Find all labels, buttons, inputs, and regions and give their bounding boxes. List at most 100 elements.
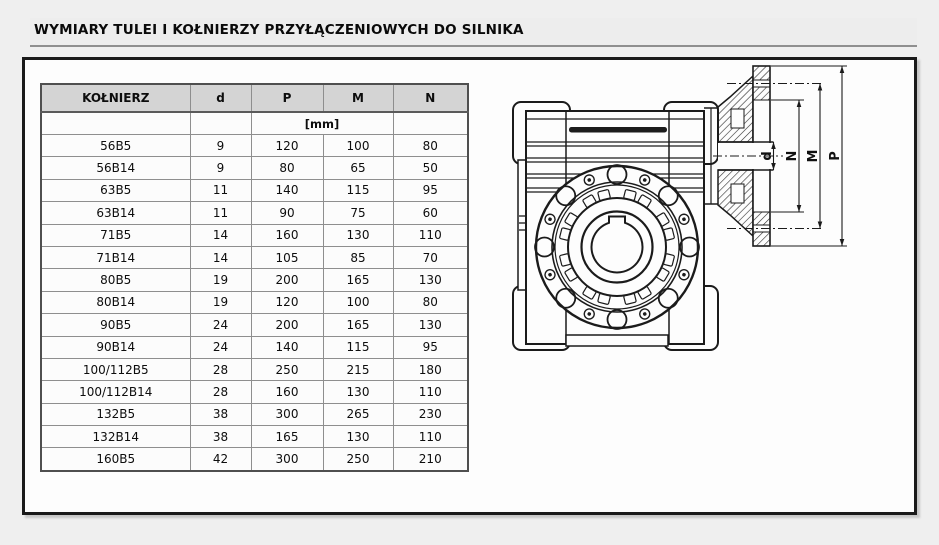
col-header-p: P: [250, 83, 324, 113]
dimension-value-cell: 100: [322, 290, 394, 315]
flange-name-cell: 100/112B5: [40, 357, 191, 382]
flange-name-cell: 56B14: [40, 156, 191, 180]
bottom-bar: [565, 334, 669, 347]
dimension-value-cell: 265: [322, 402, 394, 427]
centerlines: [713, 82, 824, 230]
dimension-value-cell: 50: [392, 156, 469, 180]
dimension-value-cell: 85: [322, 245, 394, 270]
flange-name-cell: 80B14: [40, 290, 191, 315]
flange-name-cell: 90B14: [40, 335, 191, 359]
dimension-value-cell: 130: [392, 313, 469, 337]
flange-name-cell: 80B5: [40, 268, 191, 292]
dimension-value-cell: 14: [189, 223, 252, 247]
table-row: 80B5 19 200 165 130: [40, 268, 469, 292]
web-cutouts: [558, 188, 676, 306]
dimension-value-cell: 140: [250, 178, 324, 203]
dimension-value-cell: 95: [392, 335, 469, 359]
flange-dimensions-table: KOŁNIERZ d P M N [mm] 56B5 9 120 100 80 56B14…: [40, 83, 469, 472]
dimension-value-cell: 250: [250, 357, 324, 382]
flange-name-cell: 132B5: [40, 402, 191, 427]
dimension-value-cell: 130: [392, 268, 469, 292]
dimension-value-cell: 60: [392, 201, 469, 225]
dimension-value-cell: 165: [322, 268, 394, 292]
dimension-value-cell: 160: [250, 223, 324, 247]
dimension-value-cell: 230: [392, 402, 469, 427]
dim-label-p: P: [828, 151, 843, 161]
flange-name-cell: 90B5: [40, 313, 191, 337]
dimension-value-cell: 14: [189, 245, 252, 270]
bolt-holes: [534, 164, 700, 330]
flange-name-cell: 71B5: [40, 223, 191, 247]
dimension-value-cell: 100: [322, 133, 394, 158]
dimension-value-cell: 210: [392, 447, 469, 472]
header-row: KOŁNIERZ d P M N: [40, 83, 469, 113]
table-row: 80B14 19 120 100 80: [40, 290, 469, 315]
table-header: KOŁNIERZ d P M N: [40, 83, 469, 113]
dimension-value-cell: 115: [322, 178, 394, 203]
dimension-value-cell: 80: [250, 156, 324, 180]
dimension-value-cell: 80: [392, 133, 469, 158]
flange-name-cell: 160B5: [40, 447, 191, 472]
dimension-value-cell: 28: [189, 380, 252, 404]
dimension-value-cell: 160: [250, 380, 324, 404]
dimension-value-cell: 130: [322, 425, 394, 449]
col-header-n: N: [392, 83, 469, 113]
keyed-bore: [590, 215, 644, 274]
housing-body: [525, 110, 705, 345]
dimension-value-cell: 120: [250, 290, 324, 315]
table-row: 90B14 24 140 115 95: [40, 335, 469, 359]
dimension-value-cell: 28: [189, 357, 252, 382]
dimension-value-cell: 110: [392, 425, 469, 449]
col-header-kolnierz: KOŁNIERZ: [40, 83, 191, 113]
corner-tab: [512, 285, 571, 351]
flange-name-cell: 63B5: [40, 178, 191, 203]
side-plate: [517, 159, 528, 291]
dimension-value-cell: 75: [322, 201, 394, 225]
dimension-value-cell: 11: [189, 201, 252, 225]
dimension-value-cell: 300: [250, 447, 324, 472]
table-row: 63B5 11 140 115 95: [40, 178, 469, 203]
gearbox-front-view: [512, 101, 719, 351]
dimension-value-cell: 90: [250, 201, 324, 225]
flange-name-cell: 100/112B14: [40, 380, 191, 404]
table-row: 132B5 38 300 265 230: [40, 402, 469, 427]
dimension-value-cell: 165: [250, 425, 324, 449]
flange-outer-ring: [534, 164, 700, 330]
dimension-value-cell: 24: [189, 313, 252, 337]
dimension-value-cell: 19: [189, 290, 252, 315]
table-row: 71B5 14 160 130 110: [40, 223, 469, 247]
dimension-value-cell: 70: [392, 245, 469, 270]
dimension-value-cell: 200: [250, 313, 324, 337]
dimension-value-cell: 38: [189, 402, 252, 427]
dimension-value-cell: 11: [189, 178, 252, 203]
table-row: 56B5 9 120 100 80: [40, 133, 469, 158]
dimension-value-cell: 24: [189, 335, 252, 359]
page-title: WYMIARY TULEI I KOŁNIERZY PRZYŁĄCZENIOWY…: [30, 18, 917, 47]
dimension-value-cell: 115: [322, 335, 394, 359]
table-row: 132B14 38 165 130 110: [40, 425, 469, 449]
dim-label-d: d: [760, 151, 775, 160]
dimension-value-cell: 9: [189, 156, 252, 180]
table-row: 160B5 42 300 250 210: [40, 447, 469, 472]
table-row: 100/112B14 28 160 130 110: [40, 380, 469, 404]
dim-label-n: N: [785, 151, 800, 162]
output-flange-face: [534, 164, 700, 330]
dimension-value-cell: 38: [189, 425, 252, 449]
top-slot: [569, 127, 667, 133]
table-row: 71B14 14 105 85 70: [40, 245, 469, 270]
dimension-value-cell: 120: [250, 133, 324, 158]
flange-name-cell: 56B5: [40, 133, 191, 158]
unit-label-cell: [mm]: [250, 111, 394, 135]
corner-tab: [512, 101, 571, 165]
table-body: [mm] 56B5 9 120 100 80 56B14 9 80 65 50 63B5 11 140 1…: [40, 111, 469, 472]
unit-row: [mm]: [40, 111, 469, 135]
dimension-value-cell: 130: [322, 223, 394, 247]
dimension-value-cell: 140: [250, 335, 324, 359]
table-row: 56B14 9 80 65 50: [40, 156, 469, 180]
dimension-labels: d N M P: [760, 150, 843, 163]
dimension-value-cell: 19: [189, 268, 252, 292]
dimension-lines: [771, 65, 847, 247]
dimension-value-cell: 110: [392, 223, 469, 247]
table-row: 90B5 24 200 165 130: [40, 313, 469, 337]
dimension-value-cell: 80: [392, 290, 469, 315]
